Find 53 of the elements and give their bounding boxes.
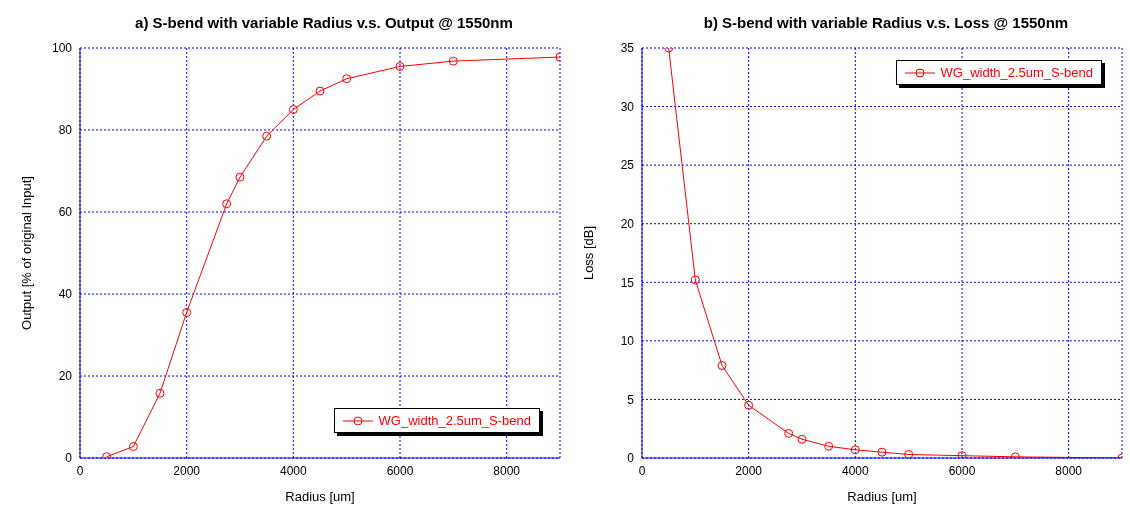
- chart-title: b) S-bend with variable Radius v.s. Loss @ 1550nm: [702, 13, 1070, 33]
- x-tick-label: 0: [76, 463, 84, 478]
- y-tick-label: 5: [627, 392, 635, 407]
- x-tick-label: 8000: [493, 463, 521, 478]
- y-tick-label: 0: [65, 451, 73, 466]
- point: [797, 434, 807, 444]
- point: [744, 400, 754, 410]
- x-tick-label: 4000: [279, 463, 307, 478]
- point: [222, 199, 232, 209]
- point: [288, 105, 298, 114]
- point: [315, 86, 325, 96]
- point: [448, 56, 458, 66]
- y-tick-label: 100: [51, 41, 73, 56]
- y-axis-title: Output [% of original Input]: [18, 176, 34, 330]
- point: [824, 441, 834, 451]
- y-tick-label: 80: [58, 123, 73, 138]
- point: [395, 61, 405, 71]
- y-axis-title: Loss [dB]: [580, 225, 596, 281]
- point: [262, 131, 272, 141]
- x-tick-label: 0: [638, 463, 646, 478]
- point: [877, 447, 887, 457]
- x-tick-label: 2000: [735, 463, 763, 478]
- point: [342, 74, 352, 84]
- x-axis-title: Radius [um]: [847, 489, 917, 504]
- y-tick-label: 60: [58, 205, 73, 220]
- point: [850, 445, 860, 455]
- point: [957, 451, 967, 458]
- point: [717, 360, 727, 370]
- y-tick-label: 20: [58, 369, 73, 384]
- y-tick-label: 0: [627, 451, 635, 466]
- x-tick-label: 4000: [841, 463, 869, 478]
- point: [784, 428, 794, 438]
- y-tick-label: 15: [620, 275, 635, 290]
- point: [690, 275, 700, 285]
- chart-title: a) S-bend with variable Radius v.s. Output @ 1550nm: [134, 13, 514, 33]
- x-tick-label: 8000: [1055, 463, 1083, 478]
- y-tick-label: 25: [620, 158, 635, 173]
- y-tick-label: 40: [58, 287, 73, 302]
- x-tick-label: 2000: [173, 463, 201, 478]
- x-tick-label: 6000: [386, 463, 414, 478]
- point: [155, 388, 165, 398]
- x-tick-label: 6000: [948, 463, 976, 478]
- point: [235, 172, 245, 182]
- y-tick-label: 10: [620, 334, 635, 349]
- point: [128, 442, 138, 452]
- x-axis-title: Radius [um]: [285, 489, 355, 504]
- point: [904, 449, 914, 458]
- y-tick-label: 35: [620, 41, 635, 56]
- legend-label: WG_width_2.5um_S-bend: [940, 65, 1093, 80]
- y-tick-label: 20: [620, 216, 635, 231]
- legend-label: WG_width_2.5um_S-bend: [378, 413, 531, 428]
- point: [182, 307, 192, 317]
- y-tick-label: 30: [620, 99, 635, 114]
